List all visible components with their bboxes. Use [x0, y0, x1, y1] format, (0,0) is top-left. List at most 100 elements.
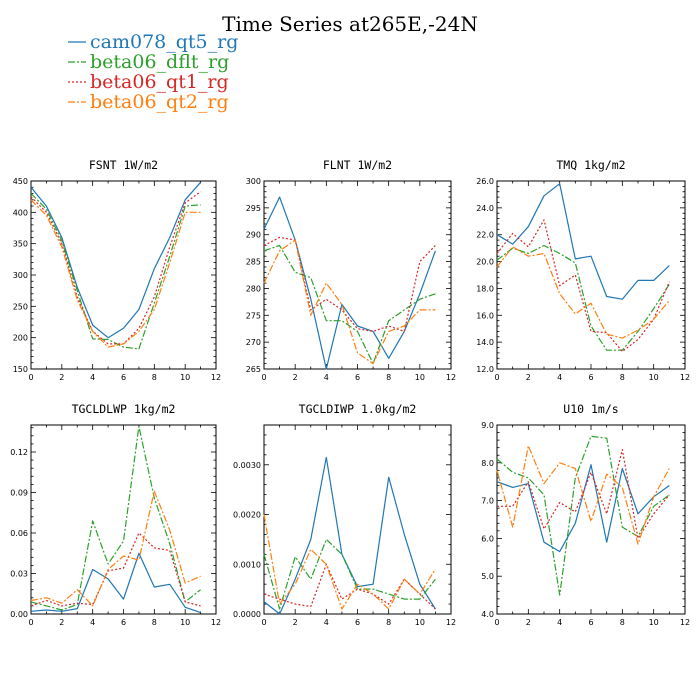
y-tick-label: 290 — [246, 231, 261, 240]
series-line-beta06_qt1_rg — [263, 563, 436, 610]
x-tick-label: 4 — [324, 618, 329, 627]
figure-title: Time Series at265E,-24N — [222, 12, 478, 36]
y-tick-label: 0.0020 — [233, 511, 261, 520]
x-tick-label: 12 — [446, 373, 456, 382]
y-tick-label: 9.0 — [481, 421, 494, 430]
y-tick-label: 16.0 — [476, 311, 494, 320]
y-tick-label: 0.06 — [10, 529, 28, 538]
series-line-beta06_qt1_rg — [30, 191, 201, 345]
series-line-beta06_dflt_rg — [30, 425, 201, 611]
x-tick-label: 6 — [121, 373, 126, 382]
series-line-cam078_qt5_rg — [496, 464, 670, 553]
panel: TMQ 1kg/m2 0 2 4 6 8 10 12 12.0 14.0 16.0 18.0 20.0 2… — [476, 158, 690, 382]
series-line-cam078_qt5_rg — [496, 183, 670, 300]
legend-entry: beta06_qt1_rg — [68, 71, 229, 93]
y-tick-label: 285 — [246, 258, 261, 267]
y-tick-label: 300 — [13, 271, 28, 280]
x-tick-label: 0 — [28, 373, 33, 382]
x-tick-label: 8 — [386, 373, 391, 382]
legend-label: cam078_qt5_rg — [90, 31, 238, 53]
x-tick-label: 6 — [355, 373, 360, 382]
panel-title: FSNT 1W/m2 — [89, 158, 158, 172]
plot-frame — [30, 180, 217, 370]
series-line-cam078_qt5_rg — [263, 456, 436, 615]
series-line-cam078_qt5_rg — [263, 196, 436, 370]
x-tick-label: 4 — [324, 373, 329, 382]
y-tick-label: 295 — [246, 204, 261, 213]
y-tick-label: 350 — [13, 240, 28, 249]
x-tick-label: 6 — [121, 618, 126, 627]
y-tick-label: 270 — [246, 338, 261, 347]
y-tick-label: 200 — [13, 334, 28, 343]
y-tick-label: 5.0 — [481, 572, 494, 581]
x-tick-label: 0 — [494, 618, 499, 627]
panels: FSNT 1W/m20 2 4 6 8 10 12150200250300350400450… — [10, 158, 690, 627]
x-tick-label: 10 — [649, 618, 659, 627]
panel-title: FLNT 1W/m2 — [323, 158, 392, 172]
y-tick-label: 0.03 — [10, 570, 28, 579]
x-tick-label: 10 — [180, 618, 190, 627]
series-line-beta06_dflt_rg — [30, 193, 201, 350]
plot-frame — [30, 424, 217, 615]
y-tick-label: 12.0 — [476, 365, 494, 374]
legend-entry: cam078_qt5_rg — [68, 31, 238, 53]
x-tick-label: 10 — [415, 618, 425, 627]
y-tick-label: 250 — [13, 302, 28, 311]
panel: TGCLDLWP 1kg/m2 0 2 4 6 8 10 12 0.00 0.03 0.06 0.09… — [10, 402, 221, 627]
x-tick-label: 10 — [415, 373, 425, 382]
y-tick-label: 265 — [246, 365, 261, 374]
legend-entry: beta06_qt2_rg — [68, 91, 229, 113]
y-tick-label: 0.0030 — [233, 461, 261, 470]
y-tick-label: 150 — [13, 365, 28, 374]
x-tick-label: 8 — [152, 618, 157, 627]
x-tick-label: 2 — [526, 618, 531, 627]
y-tick-label: 22.0 — [476, 231, 494, 240]
x-tick-label: 12 — [680, 618, 690, 627]
y-tick-label: 0.09 — [10, 489, 28, 498]
x-tick-label: 8 — [152, 373, 157, 382]
y-tick-label: 7.0 — [481, 497, 494, 506]
panel: U10 1m/s 0 2 4 6 8 10 12 4.0 5.0 6.0 7.0 8.0 9.0 — [481, 402, 690, 627]
legend-label: beta06_dflt_rg — [90, 51, 229, 73]
y-tick-label: 8.0 — [481, 459, 494, 468]
x-tick-label: 0 — [28, 618, 33, 627]
x-tick-label: 0 — [494, 373, 499, 382]
legend-label: beta06_qt1_rg — [90, 71, 229, 93]
legend-label: beta06_qt2_rg — [90, 91, 229, 113]
x-tick-label: 10 — [180, 373, 190, 382]
series-line-beta06_qt2_rg — [30, 199, 201, 348]
x-tick-label: 6 — [355, 618, 360, 627]
x-tick-label: 2 — [526, 373, 531, 382]
y-tick-label: 0.00 — [10, 610, 28, 619]
x-tick-label: 6 — [588, 373, 593, 382]
series-line-cam078_qt5_rg — [30, 552, 201, 614]
x-tick-label: 2 — [293, 618, 298, 627]
plot-frame — [263, 180, 452, 370]
series-line-beta06_qt1_rg — [497, 449, 670, 540]
legend: cam078_qt5_rgbeta06_dflt_rgbeta06_qt1_rg… — [68, 31, 238, 113]
series-line-beta06_qt2_rg — [263, 514, 436, 610]
y-tick-label: 20.0 — [476, 258, 494, 267]
y-tick-label: 300 — [246, 177, 261, 186]
y-tick-label: 6.0 — [481, 534, 494, 543]
x-tick-label: 0 — [261, 618, 266, 627]
panel: FLNT 1W/m2 0 2 4 6 8 10 12 265 270 275 280 285 290 295… — [246, 158, 456, 382]
series-line-beta06_qt2_rg — [496, 445, 670, 545]
series-line-beta06_dflt_rg — [496, 244, 670, 351]
series-line-beta06_qt2_rg — [30, 490, 201, 607]
x-tick-label: 12 — [211, 373, 221, 382]
x-tick-label: 2 — [59, 618, 64, 627]
x-tick-label: 8 — [620, 373, 625, 382]
panel-title: U10 1m/s — [563, 402, 618, 416]
x-tick-label: 4 — [557, 373, 562, 382]
y-tick-label: 18.0 — [476, 284, 494, 293]
series-line-beta06_qt1_rg — [496, 219, 670, 353]
series-line-beta06_dflt_rg — [263, 538, 436, 610]
y-tick-label: 280 — [246, 284, 261, 293]
panel-title: TMQ 1kg/m2 — [556, 158, 625, 172]
x-tick-label: 6 — [588, 618, 593, 627]
panel: FSNT 1W/m2 0 2 4 6 8 10 12 150 200 250 300 350 400 450 — [13, 158, 221, 382]
y-tick-label: 0.12 — [10, 448, 28, 457]
x-tick-label: 4 — [557, 618, 562, 627]
y-tick-label: 450 — [13, 177, 28, 186]
